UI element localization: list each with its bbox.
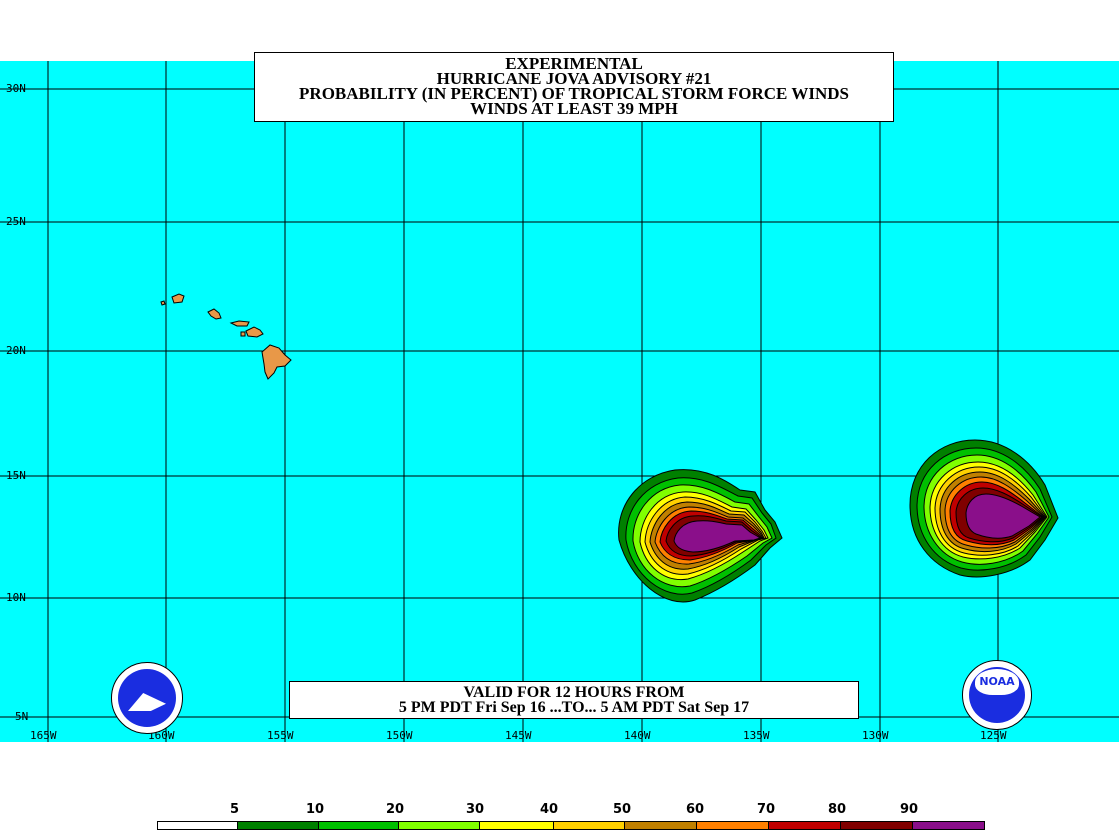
valid-line-1: VALID FOR 12 HOURS FROM <box>463 684 685 701</box>
valid-line-2: 5 PM PDT Fri Sep 16 ...TO... 5 AM PDT Sa… <box>398 699 750 716</box>
title-box: EXPERIMENTAL HURRICANE JOVA ADVISORY #21… <box>254 52 894 122</box>
lon-label-155w: 155W <box>267 729 294 742</box>
island-kauai <box>171 293 185 304</box>
storm-contours-west <box>618 469 783 603</box>
legend-value-20: 20 <box>386 802 405 817</box>
legend-swatch-20 <box>398 821 480 830</box>
legend-swatch-90 <box>912 821 985 830</box>
lat-label-15n: 15N <box>6 469 26 482</box>
legend-swatch-30 <box>479 821 554 830</box>
legend-value-30: 30 <box>466 802 485 817</box>
lat-label-25n: 25N <box>6 215 26 228</box>
legend-value-60: 60 <box>686 802 705 817</box>
legend-swatch-60 <box>696 821 769 830</box>
legend-swatch-50 <box>624 821 697 830</box>
legend-swatch-0 <box>157 821 238 830</box>
lat-label-10n: 10N <box>6 591 26 604</box>
lon-label-125w: 125W <box>980 729 1007 742</box>
legend-value-70: 70 <box>757 802 776 817</box>
title-winds: WINDS AT LEAST 39 MPH <box>470 99 678 118</box>
legend-swatch-5 <box>237 821 319 830</box>
lon-label-135w: 135W <box>743 729 770 742</box>
legend-swatch-10 <box>318 821 399 830</box>
lat-label-20n: 20N <box>6 344 26 357</box>
island-molokai <box>229 320 250 327</box>
legend-swatch-70 <box>768 821 841 830</box>
island-oahu <box>207 308 222 320</box>
island-maui <box>245 326 264 338</box>
legend-value-80: 80 <box>828 802 847 817</box>
title-experimental: EXPERIMENTAL <box>505 54 643 73</box>
lon-label-145w: 145W <box>505 729 532 742</box>
storm-contours-east <box>909 439 1059 578</box>
title-advisory: HURRICANE JOVA ADVISORY #21 <box>436 69 712 88</box>
legend-value-10: 10 <box>306 802 325 817</box>
ocean <box>0 61 1119 742</box>
island-niihau <box>160 300 166 306</box>
lon-label-130w: 130W <box>862 729 889 742</box>
legend-value-5: 5 <box>230 802 240 817</box>
valid-time-box: VALID FOR 12 HOURS FROM 5 PM PDT Fri Sep… <box>289 681 859 719</box>
island-hawaii <box>261 344 292 380</box>
lon-label-165w: 165W <box>30 729 57 742</box>
lat-label-30n: 30N <box>6 82 26 95</box>
hawaiian-islands <box>160 293 292 380</box>
legend-value-40: 40 <box>540 802 559 817</box>
lat-label-5n: 5N <box>15 710 29 723</box>
island-lanai <box>240 331 246 337</box>
noaa-logo-icon: NOAA <box>962 660 1032 730</box>
legend-swatch-40 <box>553 821 625 830</box>
legend-swatch-80 <box>840 821 913 830</box>
noaa-logo-text: NOAA <box>979 675 1015 688</box>
lon-label-140w: 140W <box>624 729 651 742</box>
title-probability: PROBABILITY (IN PERCENT) OF TROPICAL STO… <box>299 84 849 103</box>
legend-value-50: 50 <box>613 802 632 817</box>
nws-logo-icon <box>111 662 183 734</box>
lon-label-150w: 150W <box>386 729 413 742</box>
legend-value-90: 90 <box>900 802 919 817</box>
